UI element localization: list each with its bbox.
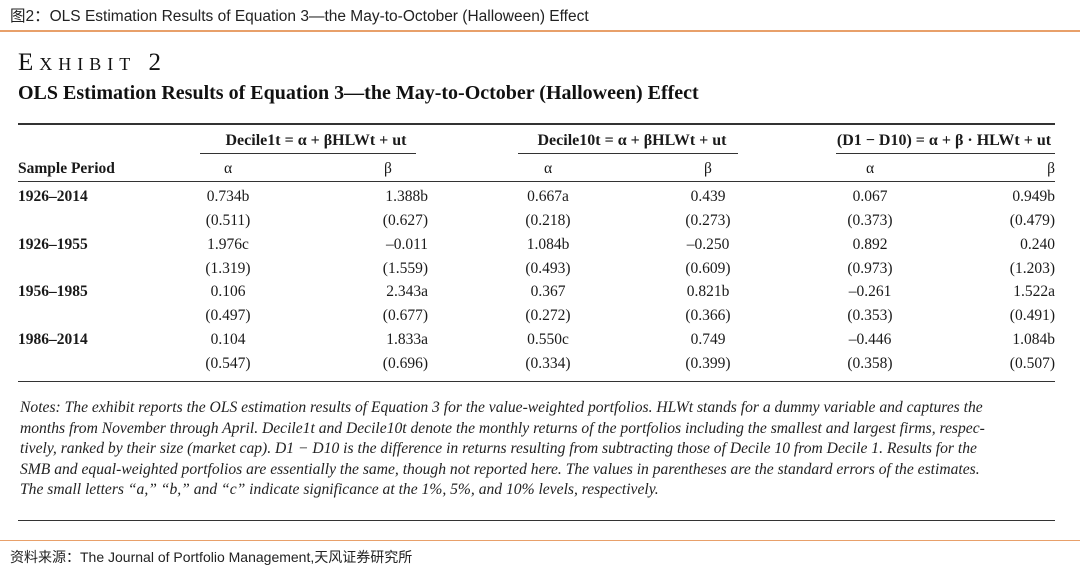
std-error-cell: (0.273)	[685, 212, 731, 229]
std-error-cell: (0.334)	[525, 354, 571, 372]
col-header-alpha-1: α	[223, 160, 233, 177]
group-header-decile10: Decile10t = α + βHLWt + ut	[537, 132, 727, 149]
sample-period-cell: 1926–1955	[18, 235, 88, 253]
estimate-cell: 1.976c	[207, 235, 249, 253]
estimate-cell: 0.892	[852, 235, 888, 253]
table-bottom-rule	[18, 381, 1055, 382]
estimate-cell: 0.749	[690, 330, 726, 348]
estimate-cell: –0.261	[848, 283, 892, 300]
estimate-cell: 0.104	[210, 330, 246, 348]
std-error-cell: (0.497)	[205, 307, 251, 324]
sample-period-cell: 1956–1985	[18, 283, 88, 300]
std-error-cell: (0.493)	[525, 259, 571, 277]
estimate-cell: 0.949b	[1012, 188, 1055, 205]
estimate-cell: 1.833a	[386, 330, 428, 348]
std-error-cell: (0.353)	[847, 307, 893, 324]
group-rule-decile10	[518, 153, 738, 154]
col-header-alpha-3: α	[865, 160, 875, 177]
col-header-beta-2: β	[704, 160, 712, 177]
table-top-rule	[18, 123, 1055, 125]
std-error-cell: (0.218)	[525, 212, 571, 229]
estimate-cell: 1.084b	[1012, 330, 1055, 348]
std-error-cell: (0.627)	[382, 212, 428, 229]
std-error-cell: (0.547)	[205, 354, 251, 372]
std-error-cell: (0.399)	[685, 354, 731, 372]
std-error-cell: (0.373)	[847, 212, 893, 229]
group-rule-decile1	[200, 153, 416, 154]
std-error-cell: (0.696)	[382, 354, 428, 372]
estimate-cell: 1.522a	[1013, 283, 1055, 300]
group-header-decile1: Decile1t = α + βHLWt + ut	[225, 132, 407, 149]
std-error-cell: (0.507)	[1009, 354, 1055, 372]
std-error-cell: (0.973)	[847, 259, 893, 277]
estimate-cell: 0.667a	[527, 188, 569, 205]
sample-period-header: Sample Period	[18, 160, 115, 177]
col-header-beta-3: β	[1047, 160, 1055, 177]
estimate-cell: –0.011	[385, 235, 428, 253]
figure-caption: 图2：OLS Estimation Results of Equation 3—…	[10, 8, 589, 25]
estimate-cell: 1.388b	[385, 188, 428, 205]
source-note: 资料来源：The Journal of Portfolio Management…	[10, 549, 413, 565]
estimate-cell: 1.084b	[526, 235, 570, 253]
estimate-cell: 0.439	[690, 188, 726, 205]
notes-line: The small letters “a,” “b,” and “c” indi…	[20, 481, 659, 498]
notes-line: Notes: The exhibit reports the OLS estim…	[20, 399, 983, 416]
std-error-cell: (0.511)	[205, 212, 251, 229]
std-error-cell: (1.203)	[1009, 259, 1055, 277]
estimate-cell: 0.067	[852, 188, 888, 205]
notes-line: months from November through April. Deci…	[20, 419, 985, 437]
estimate-cell: –0.250	[686, 235, 730, 253]
std-error-cell: (0.609)	[685, 259, 731, 277]
header-rule	[18, 181, 1055, 182]
std-error-cell: (0.677)	[382, 307, 428, 324]
col-header-beta-1: β	[384, 160, 392, 177]
group-header-difference: (D1 − D10) = α + β · HLWt + ut	[836, 132, 1052, 149]
std-error-cell: (0.491)	[1009, 307, 1055, 324]
caption-rule	[0, 30, 1080, 32]
std-error-cell: (1.559)	[382, 259, 428, 277]
notes-bottom-rule	[18, 520, 1055, 521]
exhibit-title: OLS Estimation Results of Equation 3—the…	[18, 82, 699, 104]
group-rule-difference	[836, 153, 1055, 154]
std-error-cell: (0.366)	[685, 307, 731, 324]
source-rule	[0, 540, 1080, 541]
estimate-cell: 0.734b	[206, 188, 250, 205]
exhibit-label: Exhibit 2	[18, 49, 168, 76]
estimate-cell: 2.343a	[386, 283, 428, 300]
estimate-cell: 0.550c	[527, 330, 569, 348]
notes: Notes: The exhibit reports the OLS estim…	[20, 398, 1055, 501]
estimate-cell: –0.446	[848, 330, 892, 348]
sample-period-cell: 1986–2014	[18, 330, 88, 348]
std-error-cell: (1.319)	[205, 259, 251, 277]
std-error-cell: (0.272)	[525, 307, 571, 324]
estimate-cell: 0.367	[530, 283, 566, 300]
std-error-cell: (0.358)	[847, 354, 893, 372]
estimate-cell: 0.240	[1020, 235, 1055, 253]
sample-period-cell: 1926–2014	[18, 188, 88, 205]
std-error-cell: (0.479)	[1009, 212, 1055, 229]
notes-line: tively, ranked by their size (market cap…	[20, 440, 977, 457]
notes-line: SMB and equal-weighted portfolios are es…	[20, 460, 980, 478]
col-header-alpha-2: α	[543, 160, 553, 177]
estimate-cell: 0.821b	[686, 283, 730, 300]
estimate-cell: 0.106	[210, 283, 246, 300]
